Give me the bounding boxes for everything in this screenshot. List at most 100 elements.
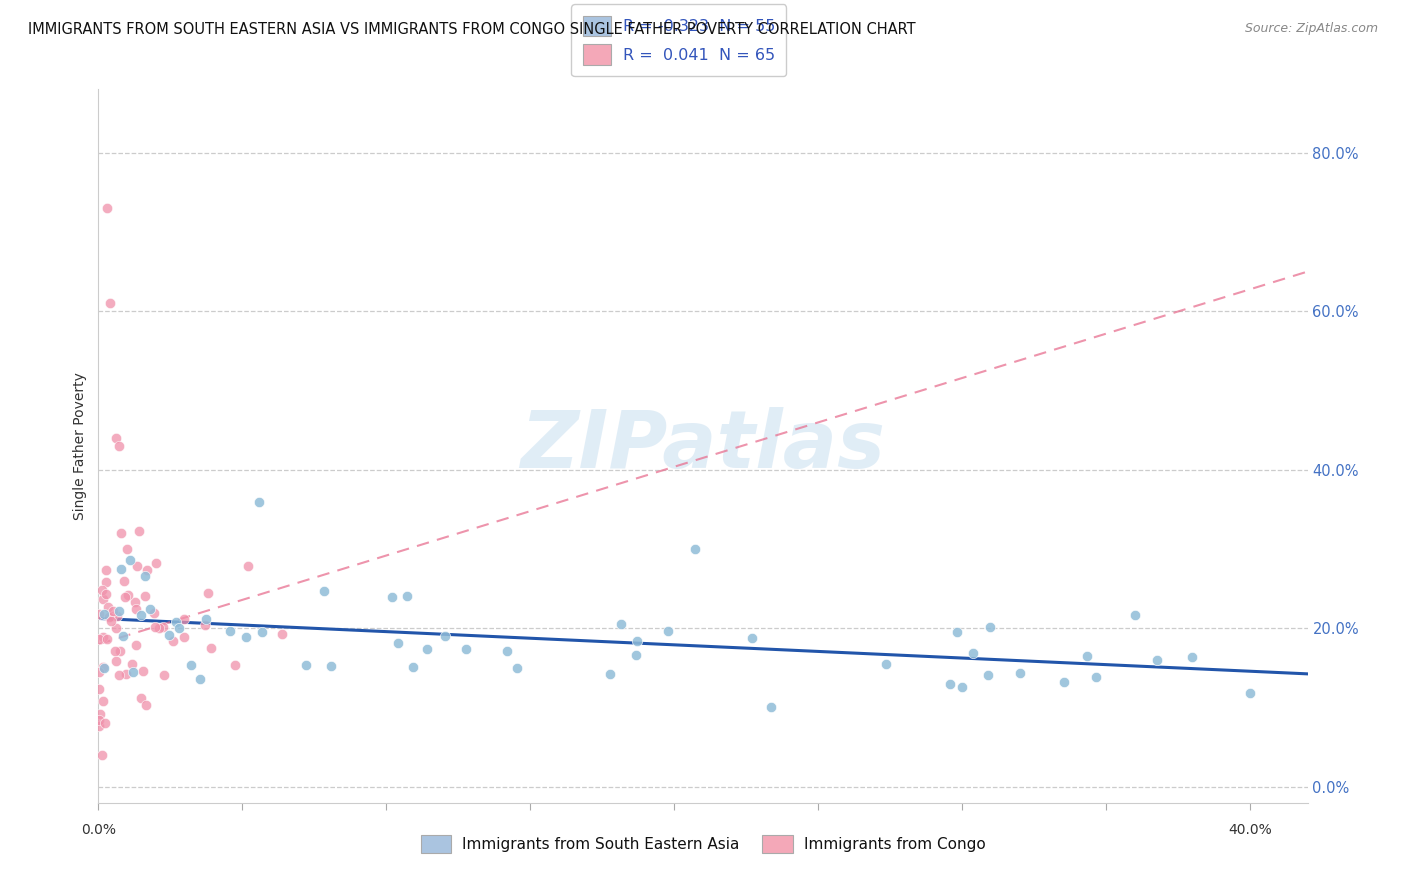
Point [1084,670,1107,684]
Point [416,642,439,657]
Point [128,524,150,538]
Point [124,595,146,609]
Point [96,632,118,647]
Point [93,631,115,645]
Point [152,619,174,633]
Point [683,542,706,557]
Point [195,612,218,626]
Point [433,630,456,644]
Point [94,716,117,731]
Point [89,682,111,697]
Point [945,624,967,639]
Point [132,664,155,678]
Point [495,644,517,658]
Point [180,658,202,673]
Point [188,672,211,686]
Point [294,657,316,672]
Point [1008,665,1031,680]
Point [104,431,127,445]
Point [91,591,114,606]
Point [120,553,142,567]
Text: Source: ZipAtlas.com: Source: ZipAtlas.com [1244,22,1378,36]
Point [976,668,998,682]
Point [104,654,127,668]
Point [236,558,259,573]
Point [200,641,222,656]
Point [89,665,111,679]
Point [105,609,128,624]
Point [761,699,783,714]
Point [1181,649,1204,664]
Point [1053,675,1076,690]
Point [1239,686,1261,700]
Text: 40.0%: 40.0% [1227,822,1272,837]
Point [319,659,342,673]
Point [271,627,294,641]
Text: IMMIGRANTS FROM SOUTH EASTERN ASIA VS IMMIGRANTS FROM CONGO SINGLE FATHER POVERT: IMMIGRANTS FROM SOUTH EASTERN ASIA VS IM… [28,22,915,37]
Legend: Immigrants from South Eastern Asia, Immigrants from Congo: Immigrants from South Eastern Asia, Immi… [415,829,991,859]
Point [252,625,274,640]
Point [93,607,115,622]
Point [121,665,143,680]
Point [454,641,477,656]
Point [94,587,117,601]
Point [125,602,148,616]
Point [134,590,156,604]
Point [395,589,418,603]
Point [1123,607,1146,622]
Point [162,634,184,648]
Point [145,556,167,570]
Point [235,630,257,644]
Point [91,748,114,763]
Point [97,600,120,615]
Point [108,644,131,658]
Point [157,627,180,641]
Point [314,584,336,599]
Point [117,588,139,602]
Point [89,719,111,733]
Point [135,563,157,577]
Point [135,698,157,712]
Point [100,614,122,628]
Point [115,666,138,681]
Point [153,668,176,682]
Point [143,620,166,634]
Point [101,608,124,623]
Point [249,494,271,508]
Point [96,201,118,215]
Text: 0.0%: 0.0% [82,822,115,837]
Point [950,680,973,694]
Point [89,632,111,647]
Point [97,610,120,624]
Point [1146,653,1168,667]
Point [107,439,129,453]
Point [167,620,190,634]
Point [104,621,127,635]
Point [506,661,529,675]
Point [741,632,763,646]
Point [626,634,648,648]
Point [98,296,121,310]
Point [875,657,897,672]
Y-axis label: Single Father Poverty: Single Father Poverty [73,372,87,520]
Point [609,617,631,632]
Point [91,694,114,708]
Point [94,563,117,577]
Point [91,660,114,674]
Point [657,624,679,639]
Point [148,621,170,635]
Point [387,636,409,650]
Point [121,657,143,671]
Point [194,618,217,632]
Point [624,648,647,663]
Point [402,660,425,674]
Point [165,615,187,629]
Point [114,590,136,604]
Point [89,706,111,721]
Point [381,590,404,604]
Point [224,657,246,672]
Point [110,526,132,541]
Point [90,582,112,597]
Text: ZIPatlas: ZIPatlas [520,407,886,485]
Point [108,604,131,618]
